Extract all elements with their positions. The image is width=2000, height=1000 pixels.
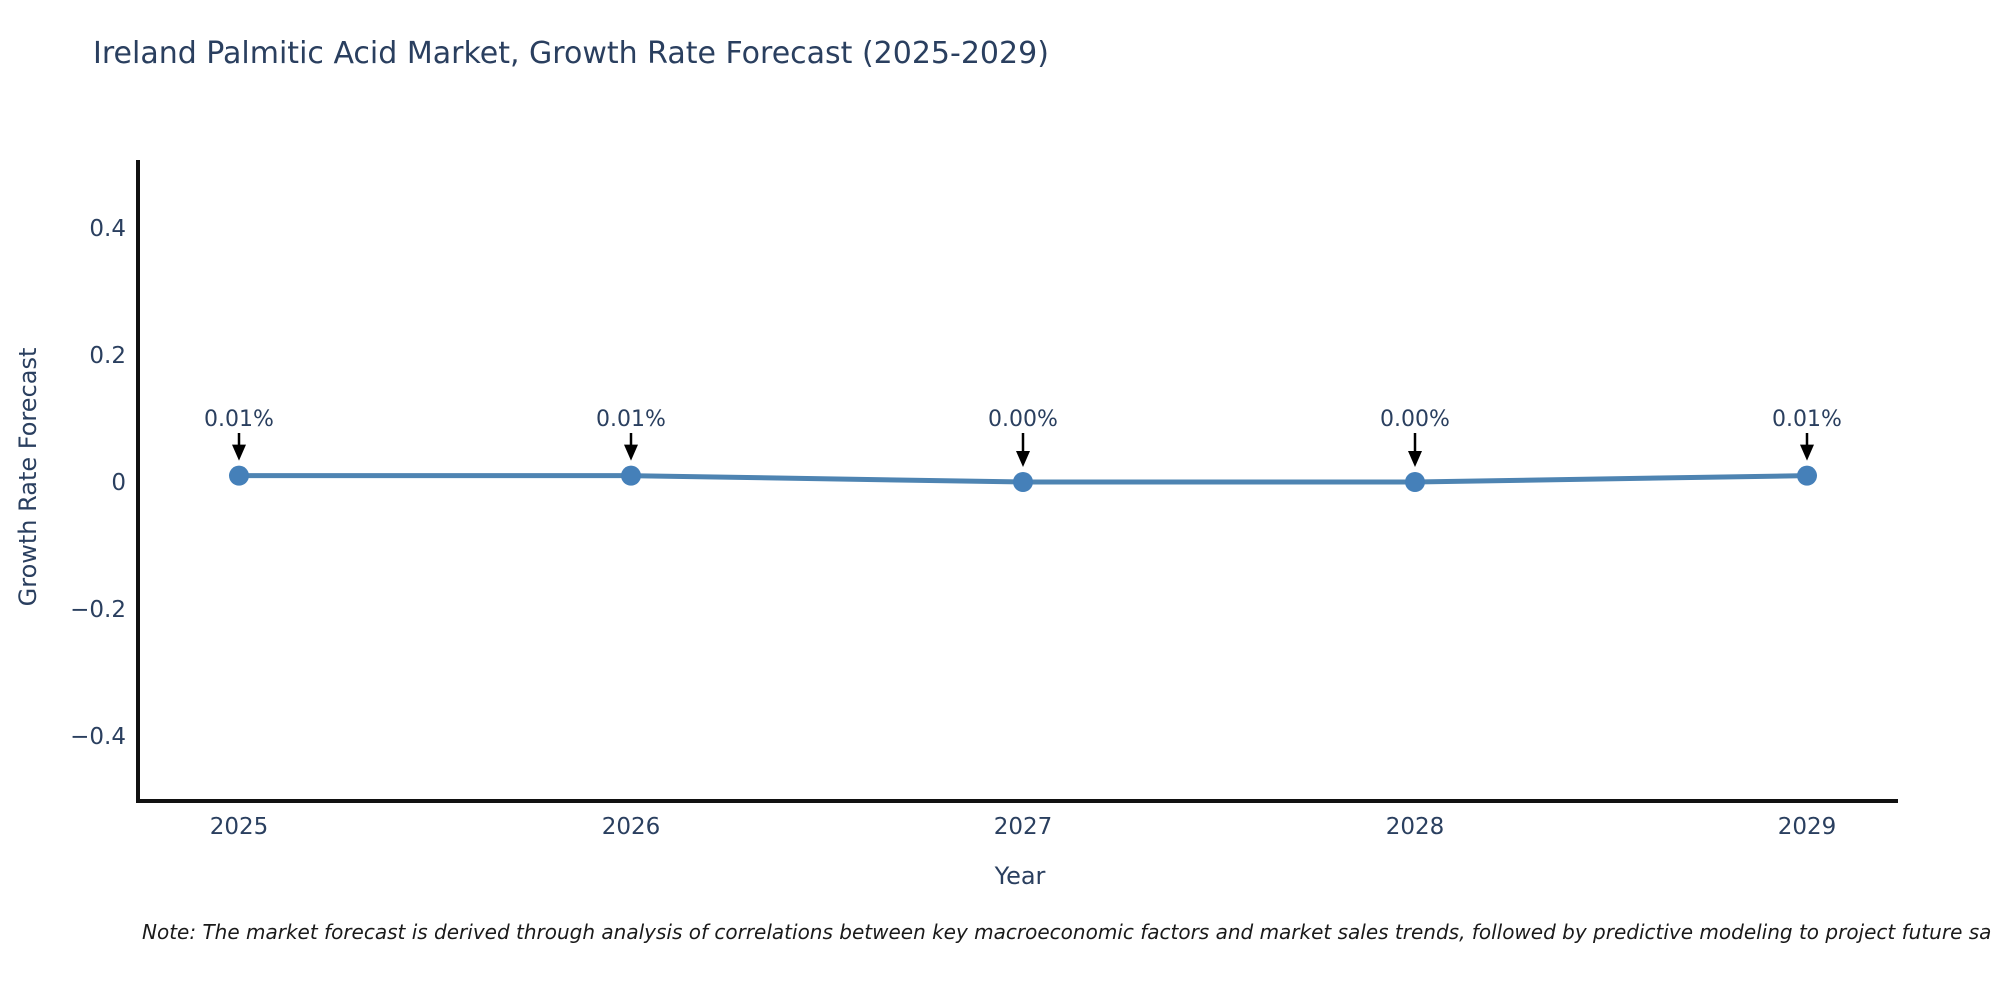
annotation-arrow-head bbox=[624, 444, 638, 461]
data-point-marker bbox=[1405, 472, 1425, 492]
chart-title: Ireland Palmitic Acid Market, Growth Rat… bbox=[93, 36, 1049, 71]
data-point-marker bbox=[1013, 472, 1033, 492]
y-tick-label: −0.4 bbox=[70, 724, 126, 750]
annotation-arrow-head bbox=[1408, 451, 1422, 467]
annotation-arrow-head bbox=[232, 444, 246, 461]
data-point-marker bbox=[229, 465, 249, 486]
point-value-label: 0.00% bbox=[1380, 407, 1450, 432]
x-tick-label: 2025 bbox=[210, 814, 269, 840]
point-value-label: 0.00% bbox=[988, 407, 1058, 432]
x-tick-label: 2029 bbox=[1778, 814, 1837, 840]
x-tick-label: 2026 bbox=[602, 814, 661, 840]
point-value-label: 0.01% bbox=[204, 407, 274, 432]
annotation-arrow-head bbox=[1800, 444, 1814, 461]
data-point-marker bbox=[621, 465, 641, 486]
data-point-marker bbox=[1797, 465, 1817, 486]
annotation-arrow-head bbox=[1016, 451, 1030, 467]
x-tick-label: 2027 bbox=[994, 814, 1053, 840]
y-tick-label: 0.2 bbox=[89, 343, 126, 369]
x-axis-title: Year bbox=[994, 862, 1046, 890]
x-tick-label: 2028 bbox=[1386, 814, 1445, 840]
y-tick-label: 0.4 bbox=[89, 216, 126, 242]
y-tick-label: 0 bbox=[111, 470, 126, 496]
point-value-label: 0.01% bbox=[1772, 407, 1842, 432]
forecast-methodology-note: Note: The market forecast is derived thr… bbox=[142, 920, 1992, 944]
point-value-label: 0.01% bbox=[596, 407, 666, 432]
y-tick-label: −0.2 bbox=[70, 597, 126, 623]
